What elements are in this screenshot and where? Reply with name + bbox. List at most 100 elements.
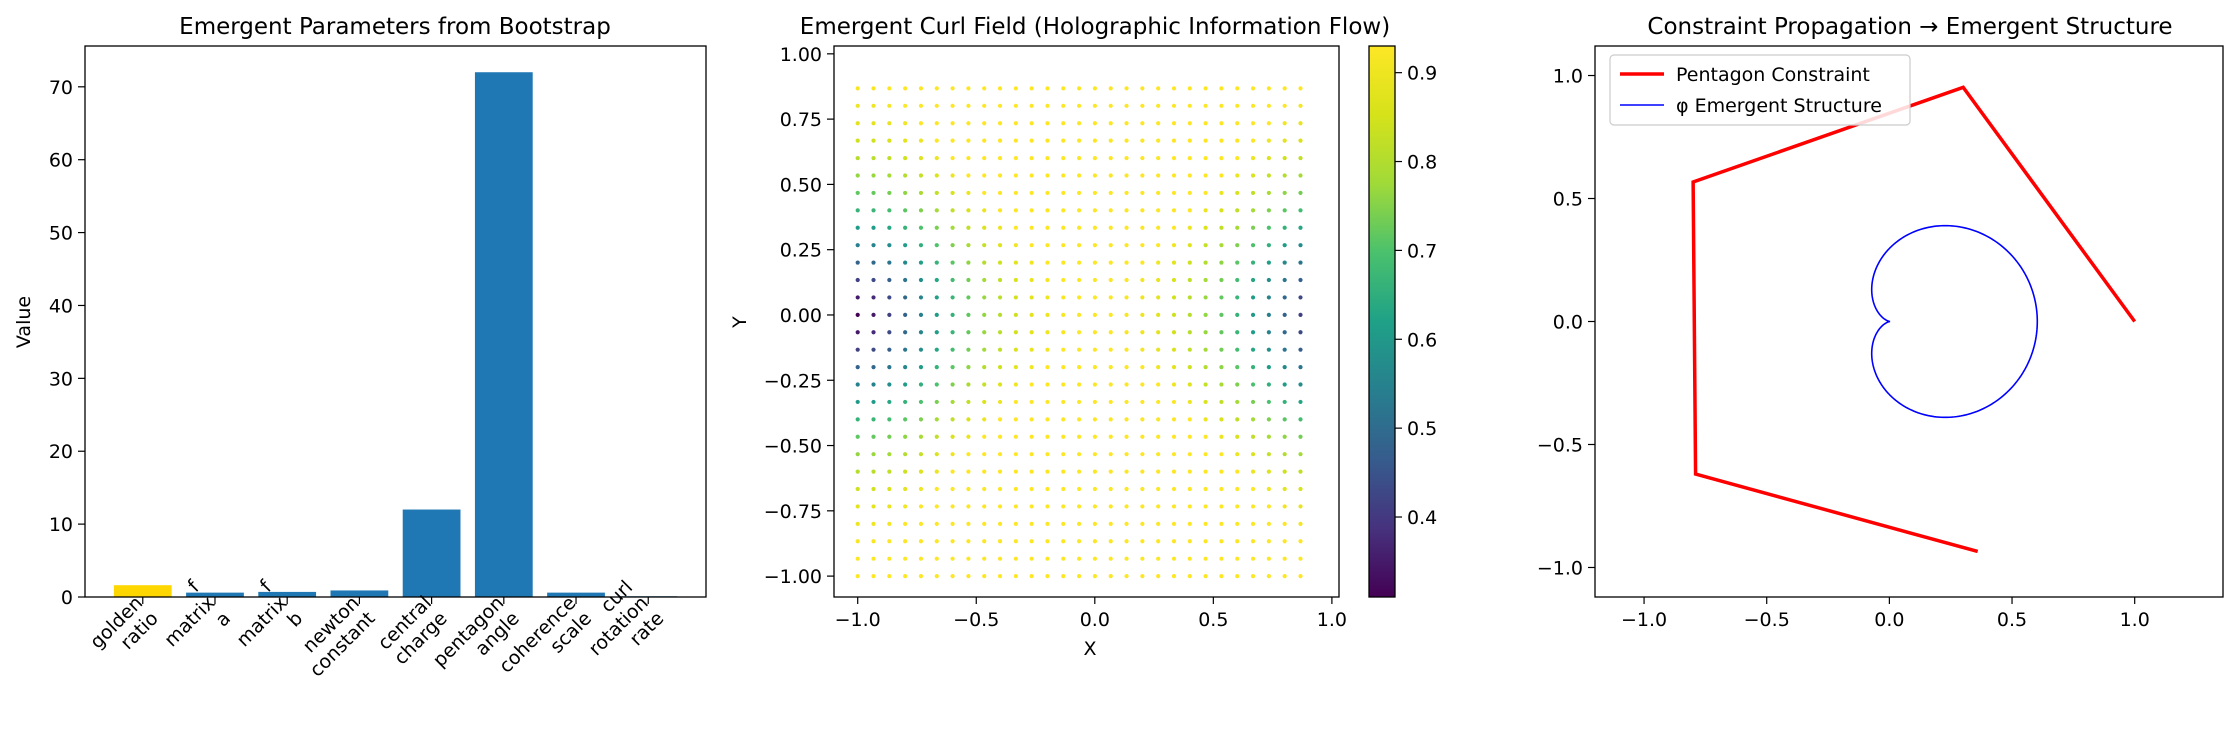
field-y-tick-label: −0.25 bbox=[764, 370, 822, 392]
field-point bbox=[1266, 155, 1271, 161]
field-point bbox=[950, 190, 955, 196]
field-point bbox=[950, 138, 955, 143]
field-point bbox=[1029, 312, 1034, 317]
field-point bbox=[934, 155, 939, 161]
field-point bbox=[903, 86, 908, 91]
field-point bbox=[871, 364, 876, 370]
field-point bbox=[1266, 486, 1271, 492]
field-point bbox=[887, 277, 892, 283]
field-point bbox=[871, 243, 876, 248]
constraint-x-tick-label: −1.0 bbox=[1621, 609, 1667, 631]
field-point bbox=[1171, 330, 1177, 335]
legend-pentagon-label: Pentagon Constraint bbox=[1676, 64, 1870, 86]
field-point bbox=[855, 364, 860, 370]
field-point bbox=[1235, 121, 1240, 126]
field-point bbox=[1029, 521, 1034, 526]
field-point bbox=[903, 469, 908, 474]
field-point bbox=[982, 138, 987, 143]
field-point bbox=[871, 574, 876, 579]
field-point bbox=[1266, 225, 1271, 230]
field-point bbox=[1124, 452, 1129, 457]
field-point bbox=[1045, 277, 1050, 283]
field-point bbox=[1235, 138, 1240, 143]
field-point bbox=[1029, 574, 1034, 579]
field-point bbox=[1203, 103, 1208, 108]
field-point bbox=[887, 155, 892, 161]
field-point bbox=[1140, 330, 1145, 335]
field-point bbox=[903, 277, 908, 283]
field-point bbox=[887, 504, 892, 509]
field-point bbox=[982, 452, 987, 457]
field-point bbox=[1298, 452, 1303, 457]
field-point bbox=[887, 312, 892, 317]
field-point bbox=[1029, 330, 1034, 335]
field-point bbox=[887, 225, 892, 230]
field-point bbox=[1250, 121, 1256, 126]
field-point bbox=[1219, 173, 1224, 178]
field-point bbox=[1077, 399, 1082, 405]
field-point bbox=[1298, 155, 1303, 161]
field-point bbox=[997, 521, 1003, 526]
field-point bbox=[871, 312, 876, 317]
field-point bbox=[966, 173, 971, 178]
field-point bbox=[1061, 574, 1066, 579]
field-point bbox=[934, 364, 939, 370]
field-point bbox=[1077, 364, 1082, 370]
field-point bbox=[871, 539, 876, 544]
field-point bbox=[1187, 521, 1192, 526]
field-point bbox=[1140, 521, 1145, 526]
field-point bbox=[871, 399, 876, 405]
field-point bbox=[1061, 417, 1066, 422]
field-point bbox=[871, 138, 876, 143]
field-point bbox=[1235, 312, 1240, 317]
field-point bbox=[1298, 504, 1303, 509]
field-point bbox=[1171, 469, 1177, 474]
field-point bbox=[855, 225, 860, 230]
field-point bbox=[1140, 469, 1145, 474]
field-point bbox=[982, 277, 987, 283]
field-point bbox=[982, 486, 987, 492]
field-point bbox=[1298, 103, 1303, 108]
field-point bbox=[1061, 312, 1066, 317]
field-point bbox=[918, 225, 924, 230]
field-x-tick-label: 0.5 bbox=[1198, 609, 1228, 631]
field-point bbox=[1092, 86, 1098, 91]
field-point bbox=[1061, 539, 1066, 544]
field-point bbox=[1171, 208, 1177, 213]
field-point bbox=[1108, 539, 1113, 544]
field-point bbox=[950, 103, 955, 108]
field-point bbox=[997, 86, 1003, 91]
field-point bbox=[887, 173, 892, 178]
field-point bbox=[871, 382, 876, 387]
field-point bbox=[1219, 225, 1224, 230]
field-point bbox=[1140, 295, 1145, 300]
field-point bbox=[1124, 417, 1129, 422]
field-point bbox=[1013, 330, 1018, 335]
field-point bbox=[871, 504, 876, 509]
field-point bbox=[1203, 208, 1208, 213]
field-point bbox=[1171, 86, 1177, 91]
field-point bbox=[1108, 277, 1113, 283]
constraint-panel: Constraint Propagation → Emergent Struct… bbox=[1537, 14, 2224, 631]
field-point bbox=[871, 330, 876, 335]
field-point bbox=[966, 155, 971, 161]
field-point bbox=[1266, 330, 1271, 335]
field-point bbox=[1266, 574, 1271, 579]
field-point bbox=[1124, 382, 1129, 387]
bar-y-tick-label: 10 bbox=[49, 514, 73, 536]
field-point bbox=[1061, 138, 1066, 143]
field-point bbox=[855, 138, 860, 143]
field-point bbox=[1061, 190, 1066, 196]
field-point bbox=[887, 243, 892, 248]
field-point bbox=[1077, 574, 1082, 579]
field-point bbox=[1250, 539, 1256, 544]
field-point bbox=[966, 521, 971, 526]
constraint-y-tick-label: −0.5 bbox=[1537, 434, 1583, 456]
field-point bbox=[1108, 574, 1113, 579]
field-point bbox=[1250, 347, 1256, 352]
field-point bbox=[1187, 155, 1192, 161]
field-point bbox=[1108, 434, 1113, 439]
bar-y-tick-label: 30 bbox=[49, 368, 73, 390]
field-point bbox=[1029, 121, 1034, 126]
field-point bbox=[1219, 364, 1224, 370]
